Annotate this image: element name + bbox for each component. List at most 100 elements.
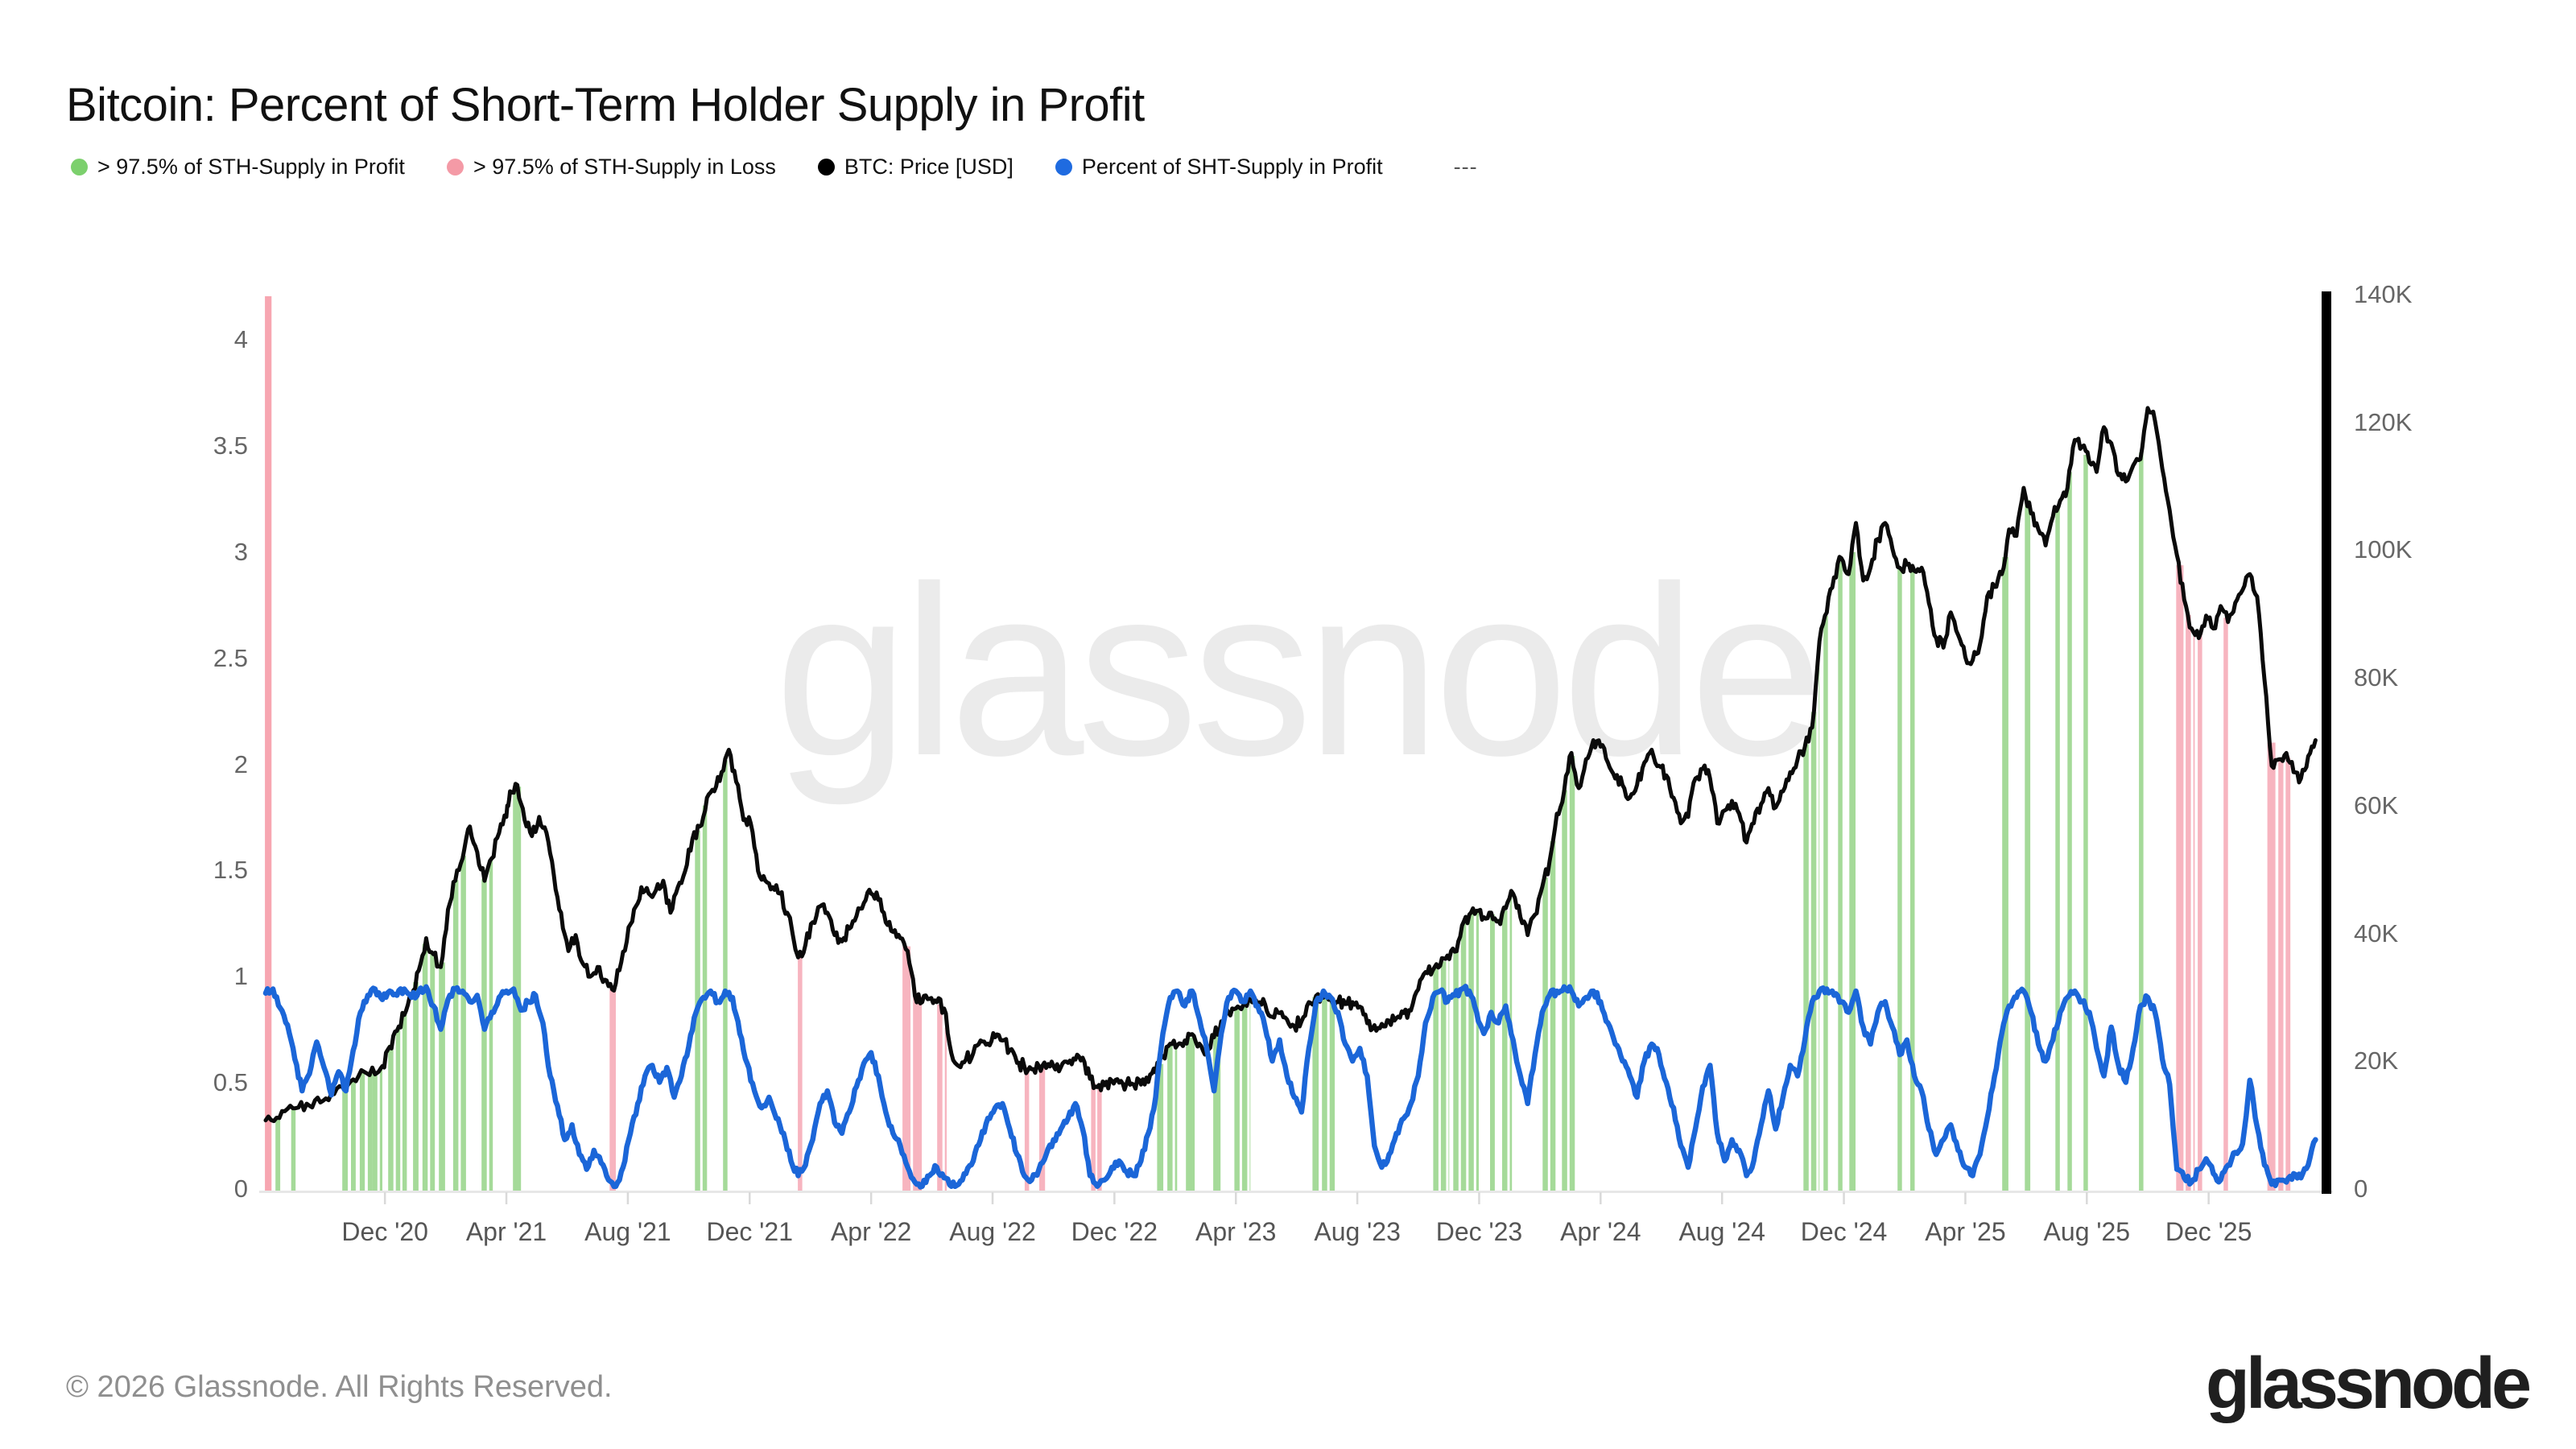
glassnode-watermark: glassnode xyxy=(774,535,1824,806)
profit-band xyxy=(402,1013,407,1191)
price-dot-icon xyxy=(817,159,835,175)
legend-label: > 97.5% of STH-Supply in Profit xyxy=(97,155,405,179)
loss-band xyxy=(1097,1086,1102,1191)
loss-band xyxy=(2223,617,2228,1191)
loss-band xyxy=(937,1004,943,1191)
profit-band xyxy=(1167,1044,1173,1191)
loss-band xyxy=(1024,1067,1030,1191)
profit-dot-icon xyxy=(71,159,88,175)
loss-band xyxy=(2267,742,2276,1191)
profit-band xyxy=(359,1073,365,1191)
loss-band xyxy=(2193,634,2195,1191)
profit-band xyxy=(379,1066,382,1191)
profit-band xyxy=(1448,953,1450,1191)
profit-band xyxy=(2139,452,2144,1191)
profit-band xyxy=(1550,840,1556,1191)
profit-band xyxy=(1453,947,1459,1191)
profit-band xyxy=(481,878,487,1191)
profit-band xyxy=(1157,1063,1164,1191)
profit-band xyxy=(1823,616,1828,1191)
legend: > 97.5% of STH-Supply in Profit > 97.5% … xyxy=(71,155,1478,180)
profit-band xyxy=(413,982,419,1191)
loss-band xyxy=(2198,634,2202,1191)
profit-band xyxy=(1174,1045,1178,1191)
loss-band-full xyxy=(265,296,272,1191)
profit-band xyxy=(275,1117,281,1191)
legend-dashes: --- xyxy=(1453,155,1478,179)
loss-band xyxy=(1039,1067,1046,1191)
btc-price-line xyxy=(263,406,2318,1124)
profit-band xyxy=(1569,755,1575,1191)
profit-band xyxy=(1542,877,1548,1191)
loss-band xyxy=(913,996,923,1191)
profit-band xyxy=(1460,923,1467,1191)
loss-band xyxy=(1091,1083,1096,1191)
legend-item-btc-price[interactable]: BTC: Price [USD] xyxy=(817,155,1013,180)
legend-item-sth-profit[interactable]: > 97.5% of STH-Supply in Profit xyxy=(71,155,405,180)
loss-band xyxy=(2285,757,2291,1191)
profit-band xyxy=(2067,472,2072,1191)
profit-band xyxy=(2002,557,2008,1191)
profit-band xyxy=(388,1044,394,1191)
profit-band xyxy=(1849,551,1856,1191)
profit-band xyxy=(351,1079,356,1191)
profit-band xyxy=(1249,1001,1251,1191)
legend-item-percent-profit[interactable]: Percent of SHT-Supply in Profit xyxy=(1055,155,1383,180)
profit-band xyxy=(1468,914,1474,1191)
profit-band xyxy=(489,858,493,1191)
loss-band xyxy=(2278,758,2284,1191)
profit-band xyxy=(1186,1037,1195,1191)
profit-band xyxy=(1440,961,1447,1191)
loss-band xyxy=(2186,614,2191,1191)
profit-band xyxy=(1509,895,1513,1191)
loss-band xyxy=(944,1027,947,1191)
legend-item-sth-loss[interactable]: > 97.5% of STH-Supply in Loss xyxy=(446,155,776,180)
profit-band xyxy=(1322,997,1327,1191)
profit-band xyxy=(367,1073,373,1191)
loss-band xyxy=(902,946,911,1191)
profit-band xyxy=(1329,999,1335,1191)
profit-band xyxy=(452,880,459,1191)
profit-band xyxy=(1433,968,1439,1191)
right-axis-spine xyxy=(2322,291,2331,1194)
profit-band xyxy=(372,1074,378,1191)
profit-band xyxy=(1476,912,1479,1191)
profit-band xyxy=(1810,712,1817,1191)
profit-band xyxy=(395,1028,401,1191)
profit-band xyxy=(1897,568,1902,1191)
loss-band xyxy=(798,953,803,1191)
glassnode-logo: glassnode xyxy=(2205,1344,2532,1424)
profit-band xyxy=(2055,506,2060,1191)
page-title: Bitcoin: Percent of Short-Term Holder Su… xyxy=(66,78,1145,131)
profit-band xyxy=(2025,500,2031,1191)
loss-band xyxy=(2176,565,2184,1191)
profit-band xyxy=(1838,560,1843,1191)
profit-band xyxy=(422,943,428,1191)
profit-band xyxy=(1803,744,1809,1191)
profit-band xyxy=(1502,910,1508,1191)
percent-dot-icon xyxy=(1055,159,1072,175)
profit-band xyxy=(291,1108,296,1191)
profit-band xyxy=(2083,455,2088,1191)
copyright-text: © 2026 Glassnode. All Rights Reserved. xyxy=(66,1370,613,1404)
profit-band xyxy=(1234,1008,1240,1191)
legend-label: Percent of SHT-Supply in Profit xyxy=(1081,155,1383,179)
profit-band xyxy=(439,962,445,1191)
profit-band xyxy=(460,856,466,1191)
profit-band xyxy=(1910,569,1915,1191)
profit-band xyxy=(1312,997,1319,1191)
legend-label: > 97.5% of STH-Supply in Loss xyxy=(473,155,776,179)
profit-band xyxy=(1241,1004,1248,1191)
profit-band xyxy=(1490,914,1495,1191)
legend-label: BTC: Price [USD] xyxy=(844,155,1013,179)
profit-band xyxy=(430,952,436,1191)
profit-band xyxy=(723,760,728,1191)
percent-in-profit-line xyxy=(262,984,2318,1190)
loss-band xyxy=(609,989,616,1191)
chart-plot-area[interactable] xyxy=(266,296,2326,1191)
profit-band xyxy=(342,1085,348,1191)
profit-band xyxy=(513,786,522,1191)
profit-band xyxy=(1818,634,1820,1191)
loss-dot-icon xyxy=(446,159,464,175)
